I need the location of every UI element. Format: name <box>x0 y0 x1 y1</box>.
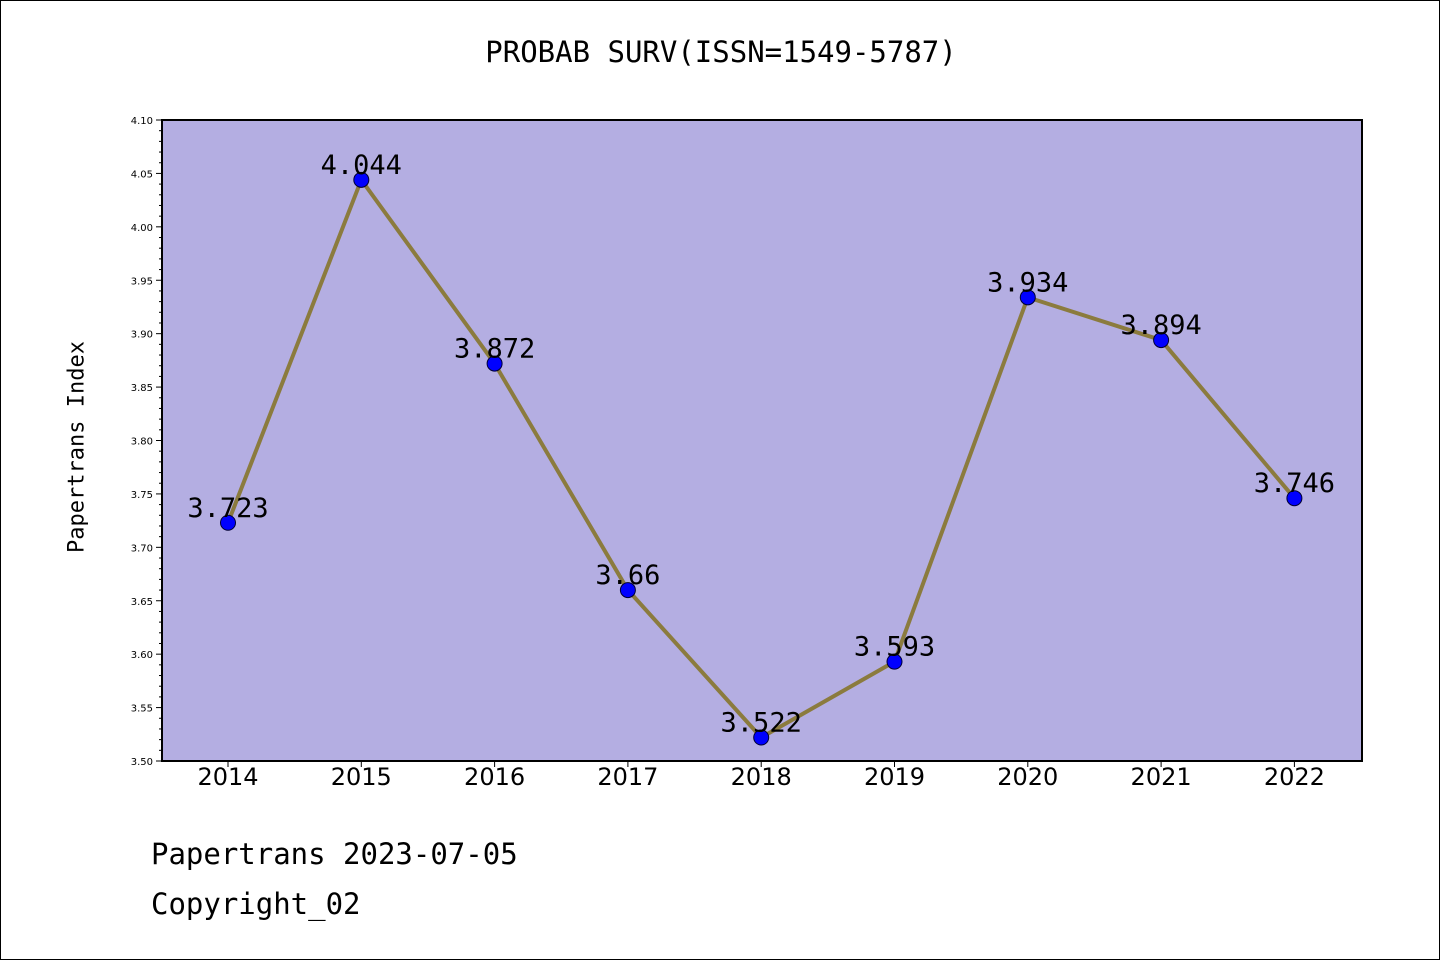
data-markers <box>220 171 1303 746</box>
data-label: 3.894 <box>1120 310 1201 341</box>
y-tick-label: 3.90 <box>131 330 153 341</box>
data-point <box>220 514 236 531</box>
y-tick-label: 4.00 <box>131 223 153 234</box>
x-tick-label: 2022 <box>1264 763 1325 791</box>
data-label: 3.934 <box>987 267 1068 298</box>
data-point <box>1153 332 1170 349</box>
y-tick-label: 3.55 <box>131 704 153 715</box>
x-axis: 2014 2015 2016 2017 2018 2019 2020 2021 2022 <box>197 761 1325 791</box>
plot-area <box>161 119 1363 762</box>
y-tick-label: 4.10 <box>131 116 153 127</box>
y-tick-label: 3.75 <box>131 490 153 501</box>
y-tick-label: 3.50 <box>131 757 153 768</box>
data-point <box>886 653 903 670</box>
y-tick-label: 3.80 <box>131 437 153 448</box>
x-tick-label: 2020 <box>997 763 1058 791</box>
y-tick-label: 3.60 <box>131 650 153 661</box>
data-point <box>753 729 770 746</box>
footer-date-line: Papertrans 2023-07-05 <box>151 837 518 871</box>
y-tick-label: 3.65 <box>131 597 153 608</box>
y-axis: 3.50 3.55 3.60 3.65 3.70 3.75 3.80 3.85 3.90 3.95… <box>131 116 162 768</box>
data-label: 4.044 <box>321 150 402 181</box>
x-tick-label: 2016 <box>464 763 525 791</box>
x-tick-label: 2017 <box>597 763 658 791</box>
x-tick-label: 2019 <box>864 763 925 791</box>
data-point <box>486 355 503 372</box>
y-tick-label: 3.95 <box>131 276 153 287</box>
x-tick-label: 2015 <box>331 763 392 791</box>
data-label: 3.723 <box>187 493 268 524</box>
footer-copyright: Copyright_02 <box>151 887 361 921</box>
y-tick-label: 3.85 <box>131 383 153 394</box>
data-label: 3.872 <box>454 334 535 365</box>
data-point <box>619 582 636 599</box>
data-point <box>1019 289 1036 306</box>
data-labels: 3.723 4.044 3.872 3.66 3.522 3.593 3.934 3.894 3… <box>187 150 1335 739</box>
data-point <box>1286 490 1303 507</box>
data-label: 3.746 <box>1254 468 1335 499</box>
x-tick-label: 2014 <box>197 763 258 791</box>
data-label: 3.593 <box>854 632 935 663</box>
data-point <box>353 171 370 188</box>
x-tick-label: 2018 <box>731 763 792 791</box>
data-label: 3.522 <box>721 707 802 738</box>
data-label: 3.66 <box>595 560 660 591</box>
chart-title: PROBAB SURV(ISSN=1549-5787) <box>485 35 957 69</box>
y-tick-label: 4.05 <box>131 169 153 180</box>
x-tick-label: 2021 <box>1131 763 1192 791</box>
y-tick-label: 3.70 <box>131 543 153 554</box>
